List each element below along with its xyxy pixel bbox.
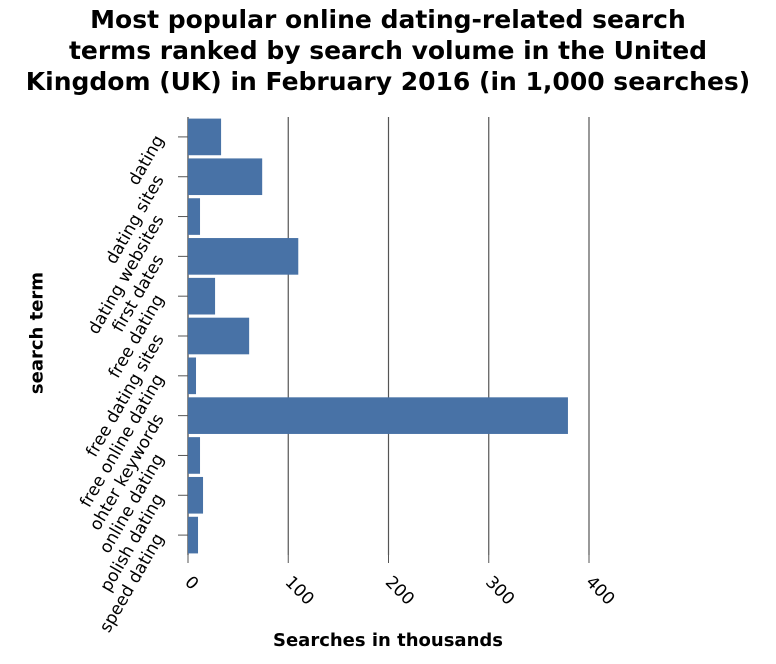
bar (188, 158, 263, 196)
chart-title-line-1: Most popular online dating-related searc… (90, 5, 686, 34)
x-tick-label: 300 (481, 572, 518, 609)
x-axis-label: Searches in thousands (273, 630, 503, 651)
bar (188, 357, 197, 395)
bar (188, 397, 568, 434)
bar (188, 516, 199, 554)
chart-title-line-2: terms ranked by search volume in the Uni… (68, 36, 708, 65)
bar (188, 476, 204, 514)
x-tick-label: 200 (381, 572, 418, 609)
bar (188, 437, 201, 474)
bar (188, 198, 201, 235)
bar (188, 118, 222, 156)
x-tick-label: 100 (281, 572, 318, 609)
x-tick-label: 0 (180, 572, 202, 594)
bar (188, 277, 216, 315)
chart-title: Most popular online dating-related searc… (0, 4, 776, 97)
x-tick-label: 400 (581, 572, 618, 609)
chart-title-line-3: Kingdom (UK) in February 2016 (in 1,000 … (25, 67, 751, 96)
y-axis-label: search term (26, 271, 48, 395)
bar (188, 317, 250, 355)
bar (188, 238, 299, 275)
